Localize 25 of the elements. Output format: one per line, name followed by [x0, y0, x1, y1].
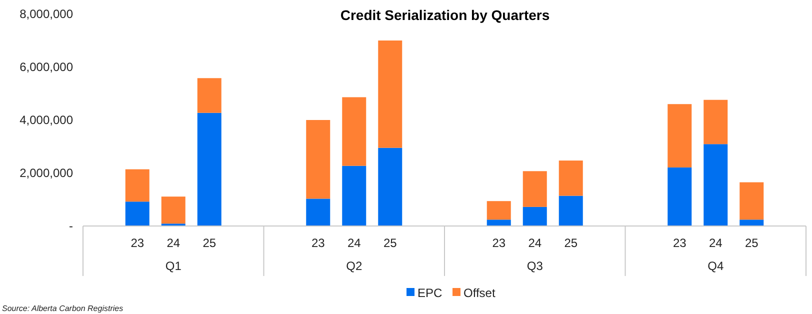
y-tick-label: 6,000,000: [20, 60, 74, 74]
x-tick-label: 24: [708, 236, 723, 250]
x-tick-label: 23: [311, 236, 326, 250]
y-tick-label: 8,000,000: [20, 7, 74, 21]
x-tick-label: 25: [564, 236, 578, 250]
text: Q2: [346, 259, 362, 273]
y-tick-label: 2,000,000: [20, 166, 74, 180]
x-tick-label: 25: [202, 236, 216, 250]
x-tick-label: 24: [528, 236, 542, 250]
source-note: Source: Alberta Carbon Registries: [2, 304, 124, 313]
legend-label: Offset: [464, 286, 496, 300]
text: Q3: [526, 259, 544, 273]
x-tick-label: 23: [672, 236, 687, 250]
text: Q4: [708, 259, 724, 273]
legend-label: EPC: [418, 286, 443, 300]
x-tick-label: 24: [166, 236, 180, 250]
x-tick-label: 24: [347, 236, 362, 250]
x-tick-label: 23: [492, 236, 506, 250]
y-tick-label: -: [69, 219, 73, 233]
chart-title: Credit Serialization by Quarters: [340, 7, 550, 23]
y-tick-label: 4,000,000: [20, 113, 74, 127]
x-tick-label: 23: [130, 236, 144, 250]
x-tick-label: 25: [744, 236, 759, 250]
x-tick-label: 25: [383, 236, 398, 250]
text: Q1: [165, 259, 182, 273]
